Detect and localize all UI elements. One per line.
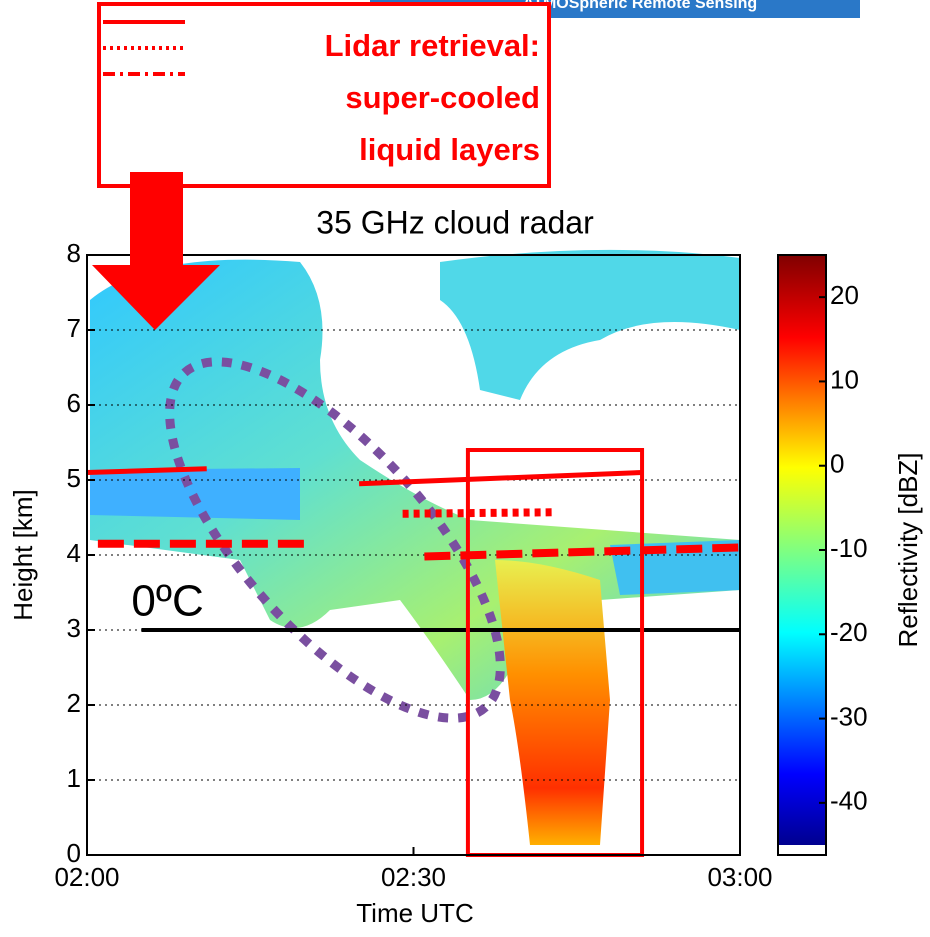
- y-tick-label: 7: [67, 313, 81, 343]
- lidar-layer: [424, 543, 741, 561]
- arrow: [92, 172, 220, 330]
- plot-frame: [86, 254, 741, 856]
- x-tick-label: 03:00: [707, 862, 772, 892]
- colorbar-label: Reflectivity [dBZ]: [893, 452, 923, 647]
- y-tick-label: 5: [67, 463, 81, 493]
- y-tick-label: 1: [67, 763, 81, 793]
- chart-title: 35 GHz cloud radar: [316, 204, 594, 240]
- colorbar-tick-label: -30: [830, 701, 868, 731]
- banner-text: ATMOSpheric Remote Sensing: [523, 0, 757, 12]
- legend-text: super-cooled: [345, 80, 540, 115]
- colorbar-tick-label: -20: [830, 617, 868, 647]
- colorbar-tick-label: -40: [830, 786, 868, 816]
- colorbar: [778, 255, 826, 845]
- freezing-label: 0ºC: [131, 577, 203, 626]
- x-tick-label: 02:30: [381, 862, 446, 892]
- y-tick-label: 0: [67, 838, 81, 868]
- x-axis-label: Time UTC: [356, 898, 473, 928]
- colorbar-tick-label: 10: [830, 364, 859, 394]
- x-tick-label: 02:00: [54, 862, 119, 892]
- y-tick-label: 3: [67, 613, 81, 643]
- lidar-layer: [402, 508, 556, 518]
- lidar-layer: [358, 470, 643, 487]
- colorbar-tick-label: 20: [830, 280, 859, 310]
- highlight-ellipse: [165, 357, 505, 723]
- y-axis-label: Height [km]: [8, 489, 38, 621]
- legend-text: liquid layers: [359, 132, 540, 167]
- y-tick-label: 6: [67, 388, 81, 418]
- y-tick-label: 2: [67, 688, 81, 718]
- colorbar-frame: [777, 254, 827, 856]
- colorbar-tick-label: 0: [830, 449, 844, 479]
- lidar-layer: [86, 466, 207, 475]
- legend-box: [97, 2, 551, 188]
- y-tick-label: 8: [67, 238, 81, 268]
- colorbar-tick-label: -10: [830, 533, 868, 563]
- legend-text: Lidar retrieval:: [325, 28, 540, 63]
- y-tick-label: 4: [67, 538, 81, 568]
